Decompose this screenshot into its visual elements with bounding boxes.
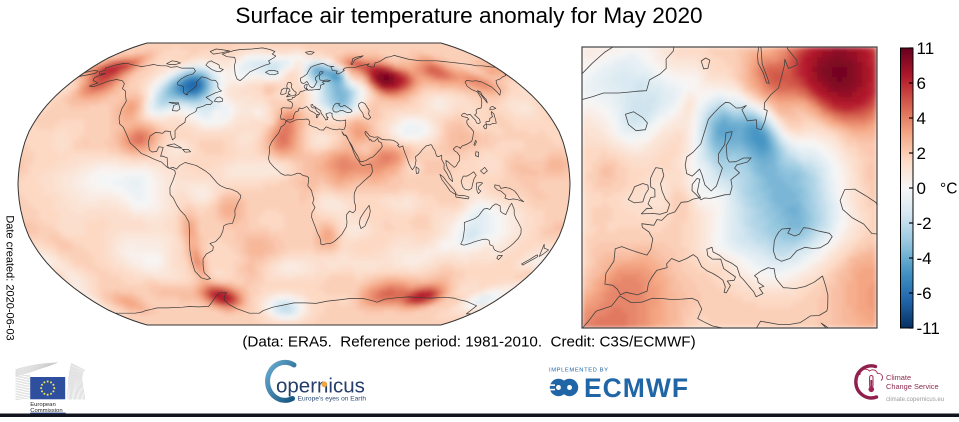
svg-text:Date created: 2020-06-03: Date created: 2020-06-03 <box>4 215 16 340</box>
svg-text:opernicus: opernicus <box>276 375 365 398</box>
svg-text:ECMWF: ECMWF <box>584 373 688 403</box>
svg-text:0: 0 <box>917 179 926 198</box>
svg-text:Commission: Commission <box>30 408 62 414</box>
svg-text:-11: -11 <box>917 319 940 338</box>
svg-text:-4: -4 <box>917 249 932 268</box>
svg-text:Surface air temperature anomal: Surface air temperature anomaly for May … <box>235 3 702 28</box>
svg-text:Europe's eyes on Earth: Europe's eyes on Earth <box>298 396 367 403</box>
svg-text:2: 2 <box>917 144 926 163</box>
svg-text:4: 4 <box>917 109 926 128</box>
svg-text:°C: °C <box>940 181 957 198</box>
svg-text:11: 11 <box>917 39 935 58</box>
svg-text:-6: -6 <box>917 284 932 303</box>
svg-text:Climate: Climate <box>886 373 911 382</box>
svg-text:(Data: ERA5. Reference period: (Data: ERA5. Reference period: 1981-2010… <box>242 334 695 351</box>
svg-text:Change Service: Change Service <box>886 382 939 391</box>
svg-text:climate.copernicus.eu: climate.copernicus.eu <box>886 397 944 403</box>
svg-text:6: 6 <box>917 74 926 93</box>
svg-text:European: European <box>30 402 56 408</box>
svg-text:IMPLEMENTED BY: IMPLEMENTED BY <box>549 368 609 374</box>
svg-text:-2: -2 <box>917 214 932 233</box>
